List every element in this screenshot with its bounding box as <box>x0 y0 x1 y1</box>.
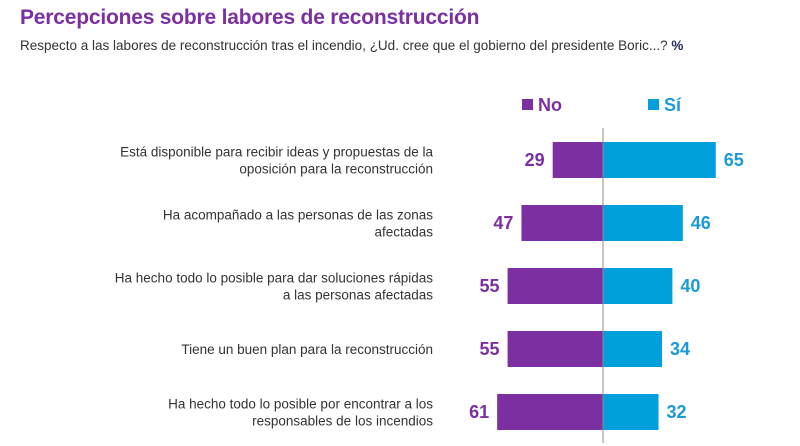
bar-no <box>497 394 603 430</box>
bar-no <box>507 331 603 367</box>
bar-si <box>603 331 662 367</box>
category-labels: Está disponible para recibir ideas y pro… <box>115 145 434 429</box>
legend-label-no: No <box>538 95 562 115</box>
bar-si <box>603 205 683 241</box>
bars <box>497 142 716 430</box>
legend-label-si: Sí <box>664 95 682 115</box>
bar-si <box>603 394 659 430</box>
category-label-line: oposición para la reconstrucción <box>239 162 433 177</box>
unit-label: % <box>671 38 684 53</box>
value-label-no: 55 <box>480 276 500 296</box>
category-label: Tiene un buen plan para la reconstrucció… <box>181 342 433 357</box>
bar-no <box>507 268 603 304</box>
category-label-line: Ha hecho todo lo posible por encontrar a… <box>168 397 433 412</box>
category-label-line: Está disponible para recibir ideas y pro… <box>120 145 433 160</box>
category-label: Está disponible para recibir ideas y pro… <box>120 145 433 177</box>
value-label-no: 29 <box>525 150 545 170</box>
value-label-no: 55 <box>480 339 500 359</box>
category-label: Ha hecho todo lo posible por encontrar a… <box>168 397 433 429</box>
category-label-line: Tiene un buen plan para la reconstrucció… <box>181 342 433 357</box>
legend: No Sí <box>522 95 682 115</box>
bar-no <box>521 205 603 241</box>
bar-si <box>603 142 716 178</box>
value-label-si: 40 <box>680 276 700 296</box>
legend-swatch-si <box>648 99 659 110</box>
chart-title: Percepciones sobre labores de reconstruc… <box>20 6 480 29</box>
value-label-no: 61 <box>469 402 489 422</box>
legend-swatch-no <box>522 99 533 110</box>
bar-si <box>603 268 673 304</box>
value-label-si: 34 <box>670 339 690 359</box>
category-label-line: a las personas afectadas <box>283 288 433 303</box>
chart-subtitle: Respecto a las labores de reconstrucción… <box>20 38 683 53</box>
value-label-si: 46 <box>691 213 711 233</box>
category-label: Ha hecho todo lo posible para dar soluci… <box>115 271 433 303</box>
category-label-line: Ha hecho todo lo posible para dar soluci… <box>115 271 433 286</box>
value-labels: 29 65 47 46 55 40 55 34 61 32 <box>469 150 744 422</box>
category-label-line: Ha acompañado a las personas de las zona… <box>163 208 433 223</box>
category-label-line: responsables de los incendios <box>252 414 433 429</box>
subtitle-text: Respecto a las labores de reconstrucción… <box>20 38 668 53</box>
value-label-si: 65 <box>724 150 744 170</box>
category-label: Ha acompañado a las personas de las zona… <box>163 208 433 240</box>
value-label-no: 47 <box>493 213 513 233</box>
bar-no <box>552 142 603 178</box>
value-label-si: 32 <box>667 402 687 422</box>
category-label-line: afectadas <box>374 225 433 240</box>
